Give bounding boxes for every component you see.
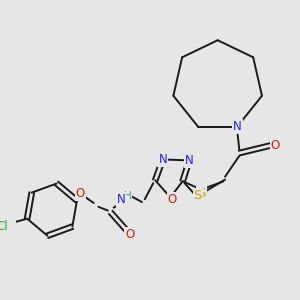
- Text: S: S: [197, 187, 206, 200]
- Text: N: N: [158, 153, 167, 166]
- Text: N: N: [233, 120, 242, 133]
- Text: O: O: [125, 228, 134, 241]
- Text: Cl: Cl: [0, 220, 8, 233]
- Text: O: O: [76, 187, 85, 200]
- Text: H: H: [124, 191, 132, 201]
- Text: O: O: [168, 193, 177, 206]
- Text: N: N: [117, 193, 125, 206]
- Text: S: S: [194, 189, 202, 202]
- Text: N: N: [185, 154, 194, 167]
- Text: O: O: [271, 139, 280, 152]
